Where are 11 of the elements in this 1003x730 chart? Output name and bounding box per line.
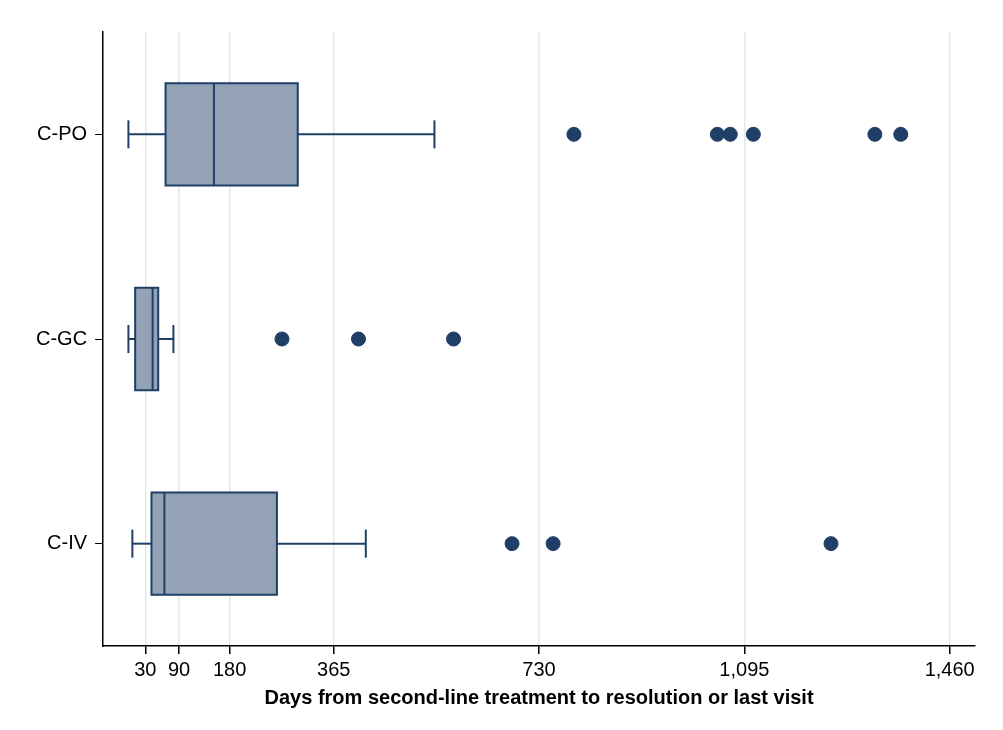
x-tick-label: 1,095 xyxy=(719,657,770,680)
x-tick-label: 90 xyxy=(167,657,191,680)
x-axis-title: Days from second-line treatment to resolution or last visit xyxy=(264,685,814,708)
y-tick-label: C-GC xyxy=(35,326,88,349)
x-tick-label: 180 xyxy=(212,657,247,680)
x-tick-label: 30 xyxy=(134,657,157,680)
x-tick-label: 1,460 xyxy=(924,657,975,680)
y-tick-label: C-IV xyxy=(47,531,88,554)
x-tick-label: 365 xyxy=(317,657,351,680)
y-tick-label: C-PO xyxy=(37,121,88,144)
x-tick-label: 730 xyxy=(522,657,556,680)
